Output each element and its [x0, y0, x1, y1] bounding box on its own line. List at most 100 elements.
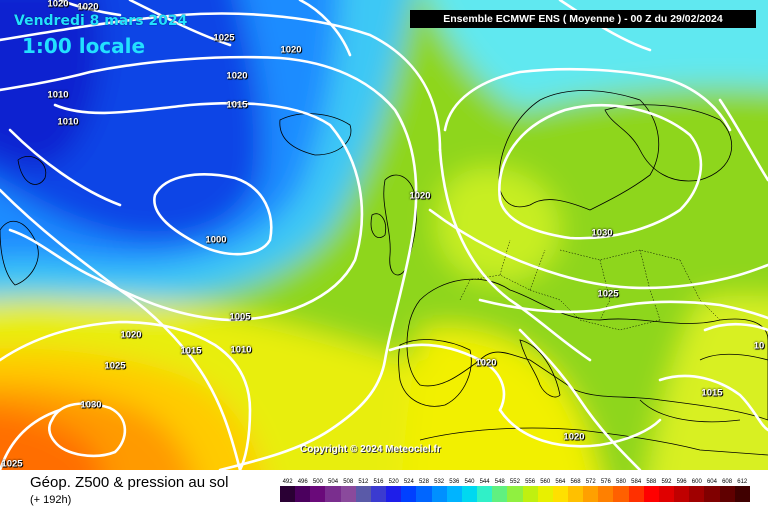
isobar-label: 1020: [409, 190, 431, 202]
color-scale-tick: 516: [373, 479, 384, 485]
color-scale-tick: 548: [494, 479, 505, 485]
color-scale-swatch: [461, 486, 478, 502]
isobar-label: 1020: [280, 44, 302, 56]
color-scale-tick: 528: [418, 479, 429, 485]
color-scale-swatch: [674, 486, 690, 502]
color-scale-swatch: [355, 486, 371, 502]
isobar-label: 1020: [77, 1, 99, 13]
color-scale-swatch: [567, 486, 584, 502]
color-scale-tick: 612: [737, 479, 748, 485]
color-scale-tick: 540: [464, 479, 475, 485]
color-scale-tick: 600: [691, 479, 702, 485]
forecast-date: Vendredi 8 mars 2024: [14, 13, 188, 29]
isobar-label: 1025: [1, 458, 23, 470]
color-scale-tick: 592: [661, 479, 672, 485]
color-scale-labels: 492 496 500 504 508 512 516 520 524 528 532 536 540 5…: [280, 479, 750, 485]
color-scale-swatch: [280, 486, 296, 502]
color-scale-tick: 560: [540, 479, 551, 485]
color-scale-tick: 552: [509, 479, 520, 485]
color-scale-tick: 568: [570, 479, 581, 485]
color-scale-swatch: [643, 486, 659, 502]
color-scale-swatches: [280, 486, 750, 502]
isobar-label: 1020: [226, 70, 248, 82]
color-scale-swatch: [325, 486, 341, 502]
color-scale-swatch: [719, 486, 735, 502]
color-scale-swatch: [704, 486, 720, 502]
coastlines: [0, 90, 768, 456]
color-scale-tick: 596: [676, 479, 687, 485]
isobar-label: 1020: [563, 431, 585, 443]
color-scale-swatch: [446, 486, 462, 502]
color-scale-swatch: [416, 486, 432, 502]
color-scale-swatch: [477, 486, 493, 502]
color-scale-swatch: [628, 486, 644, 502]
color-scale-swatch: [431, 486, 447, 502]
color-scale-tick: 520: [388, 479, 399, 485]
color-scale-swatch: [386, 486, 402, 502]
copyright-notice: Copyright © 2024 Meteociel.fr: [300, 444, 441, 455]
color-scale-tick: 556: [525, 479, 536, 485]
color-scale-swatch: [310, 486, 326, 502]
forecast-local-time: 1:00 locale: [22, 34, 146, 58]
isobar-label: 1020: [475, 357, 497, 369]
color-scale-tick: 584: [631, 479, 642, 485]
field-label: Géop. Z500 & pression au sol: [30, 474, 229, 491]
isobar-label: 1025: [104, 360, 126, 372]
color-scale-swatch: [613, 486, 629, 502]
color-scale-swatch: [734, 486, 750, 502]
isobar-label: 10: [753, 340, 765, 352]
color-scale-tick: 572: [585, 479, 596, 485]
color-scale-swatch: [658, 486, 675, 502]
isobar-label: 1010: [230, 344, 252, 356]
color-scale-swatch: [583, 486, 599, 502]
color-scale-swatch: [507, 486, 523, 502]
color-scale-tick: 564: [555, 479, 566, 485]
isobar-label: 1020: [47, 0, 69, 10]
color-scale-tick: 500: [312, 479, 323, 485]
color-scale-swatch: [401, 486, 417, 502]
isobar-label: 1025: [213, 32, 235, 44]
low-center-label: 1000: [205, 234, 227, 246]
footer-legend: Géop. Z500 & pression au sol (+ 192h) 49…: [0, 470, 768, 512]
isobar-label: 1010: [57, 116, 79, 128]
color-scale-tick: 512: [358, 479, 369, 485]
color-scale-tick: 580: [616, 479, 627, 485]
color-scale-swatch: [492, 486, 508, 502]
isobar-label: 1015: [226, 99, 248, 111]
color-scale-tick: 536: [449, 479, 460, 485]
color-scale-swatch: [370, 486, 387, 502]
color-scale-tick: 504: [328, 479, 339, 485]
color-scale-swatch: [522, 486, 538, 502]
color-scale-swatch: [552, 486, 568, 502]
isobar-label: 1015: [701, 387, 723, 399]
color-scale-tick: 544: [479, 479, 490, 485]
color-scale-tick: 508: [343, 479, 354, 485]
isobar-label: 1010: [47, 89, 69, 101]
color-scale-swatch: [295, 486, 311, 502]
color-scale: 492 496 500 504 508 512 516 520 524 528 532 536 540 5…: [280, 479, 750, 502]
color-scale-tick: 604: [706, 479, 717, 485]
high-center-label: 1030: [80, 399, 102, 411]
high-center-label: 1030: [591, 227, 613, 239]
color-scale-tick: 492: [282, 479, 293, 485]
color-scale-tick: 496: [297, 479, 308, 485]
isobar-label: 1020: [120, 329, 142, 341]
isobar-label: 1005: [229, 311, 251, 323]
isobar-label: 1025: [597, 288, 619, 300]
isobar-lines: [0, 0, 768, 470]
color-scale-swatch: [537, 486, 553, 502]
isobar-label: 1015: [180, 345, 202, 357]
color-scale-tick: 608: [722, 479, 733, 485]
color-scale-swatch: [340, 486, 356, 502]
model-run-label: Ensemble ECMWF ENS ( Moyenne ) - 00 Z du…: [410, 10, 756, 28]
color-scale-swatch: [598, 486, 614, 502]
color-scale-tick: 576: [600, 479, 611, 485]
color-scale-swatch: [689, 486, 705, 502]
geopotential-map: [0, 0, 768, 470]
color-scale-tick: 588: [646, 479, 657, 485]
geopotential-color-field: [0, 0, 768, 470]
borders: [459, 239, 721, 331]
lead-time-label: (+ 192h): [30, 494, 72, 506]
color-scale-tick: 532: [434, 479, 445, 485]
